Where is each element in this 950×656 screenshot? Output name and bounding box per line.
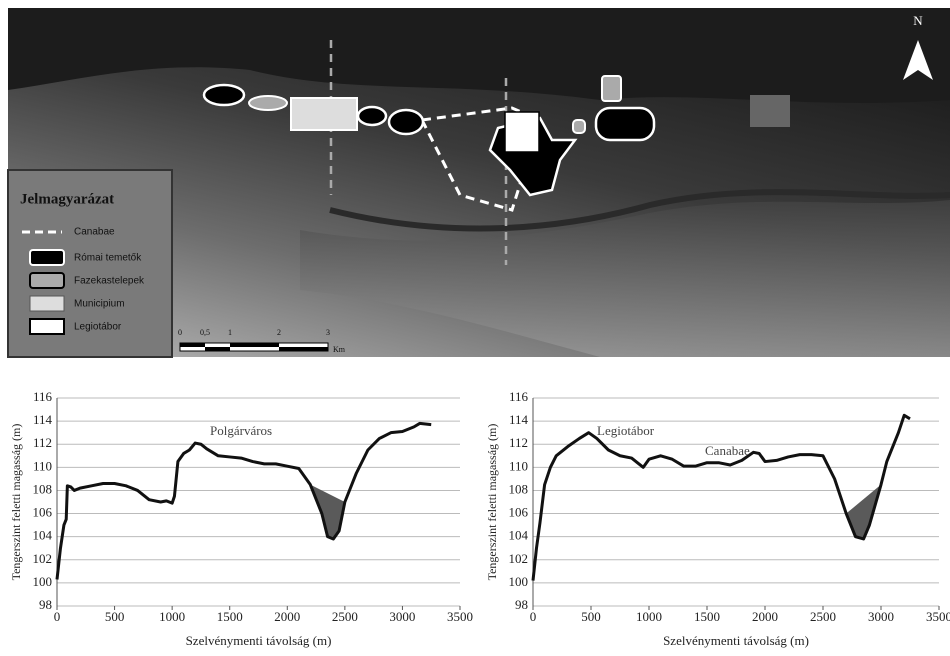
legend-label: Római temetők [74,253,142,264]
legend-symbol [30,319,64,334]
y-tick-label: 98 [515,597,528,612]
y-tick-label: 98 [39,597,52,612]
x-tick-label: 1500 [217,609,243,624]
x-tick-label: 500 [105,609,125,624]
legend-symbol [30,296,64,311]
municipium [291,98,357,130]
scale-segment [180,343,205,347]
scale-label: 3 [326,328,330,337]
map: N Jelmagyarázat Canabae Római temetők Fa… [8,8,950,357]
x-tick-label: 2000 [752,609,778,624]
cemetery [204,85,244,105]
y-tick-label: 116 [509,389,529,404]
legend-title: Jelmagyarázat [20,191,114,207]
y-tick-label: 102 [509,551,529,566]
x-axis-label: Szelvénymenti távolság (m) [186,633,332,648]
north-label: N [913,13,923,28]
x-tick-label: 1000 [159,609,185,624]
x-tick-label: 3500 [447,609,473,624]
y-tick-label: 110 [509,458,528,473]
valley-fill [846,485,881,539]
legend-label: Fazekastelepek [74,276,145,287]
y-tick-label: 112 [33,435,52,450]
annotation: Legiotábor [597,423,655,438]
x-tick-label: 1500 [694,609,720,624]
x-tick-label: 2000 [274,609,300,624]
legion-camp [505,112,539,152]
legend-label: Municipium [74,299,125,310]
y-tick-label: 108 [509,481,529,496]
pottery [573,120,585,133]
y-tick-label: 114 [33,412,53,427]
y-tick-label: 100 [33,574,53,589]
legend-symbol [30,250,64,265]
profile-line [533,415,910,580]
y-axis-label: Tengerszint feletti magasság (m) [9,424,23,581]
legend-label: Canabae [74,227,115,238]
x-tick-label: 2500 [332,609,358,624]
legend-label: Legiotábor [74,322,122,333]
x-tick-label: 2500 [810,609,836,624]
legend: Jelmagyarázat Canabae Római temetők Faze… [8,170,172,357]
area [750,95,790,127]
scale-label: 2 [277,328,281,337]
x-tick-label: 3000 [389,609,415,624]
pottery [249,96,287,110]
x-tick-label: 500 [581,609,601,624]
y-tick-label: 102 [33,551,53,566]
legend-symbol [30,273,64,288]
x-tick-label: 0 [530,609,537,624]
scale-segment [230,343,279,347]
pottery [602,76,621,101]
x-tick-label: 0 [54,609,61,624]
y-tick-label: 110 [33,458,52,473]
y-tick-label: 108 [33,481,53,496]
annotation: Canabae [705,443,750,458]
scale-segment [279,347,328,351]
scale-unit: Km [333,345,346,354]
cemetery [358,107,386,125]
y-tick-label: 112 [509,435,528,450]
y-tick-label: 100 [509,574,529,589]
cemetery [596,108,654,140]
annotation: Polgárváros [210,423,272,438]
x-axis-label: Szelvénymenti távolság (m) [663,633,809,648]
y-tick-label: 114 [509,412,529,427]
y-tick-label: 104 [509,528,529,543]
scale-segment [205,347,230,351]
profile-line [57,423,431,579]
figure: N Jelmagyarázat Canabae Római temetők Fa… [0,0,950,651]
y-tick-label: 106 [509,505,529,520]
y-tick-label: 106 [33,505,53,520]
scale-label: 0,5 [200,328,210,337]
y-tick-label: 104 [33,528,53,543]
y-axis-label: Tengerszint feletti magasság (m) [485,424,499,581]
x-tick-label: 1000 [636,609,662,624]
cemetery [389,110,423,134]
scale-label: 1 [228,328,232,337]
scale-label: 0 [178,328,182,337]
x-tick-label: 3000 [868,609,894,624]
y-tick-label: 116 [33,389,53,404]
x-tick-label: 3500 [926,609,950,624]
